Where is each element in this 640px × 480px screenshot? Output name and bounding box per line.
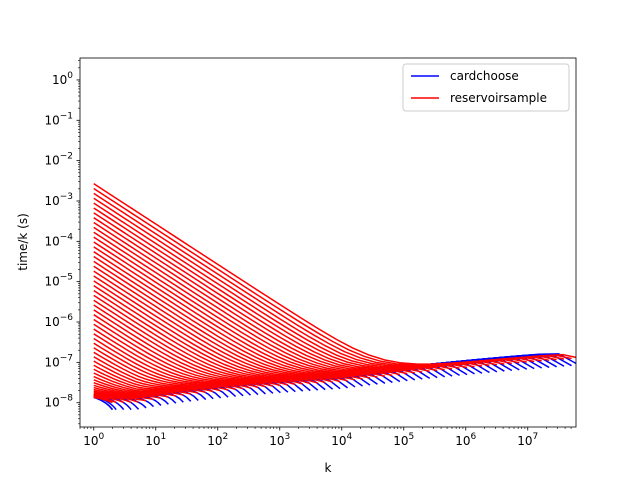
x-tick-label: 100 xyxy=(83,432,104,448)
x-tick-label: 106 xyxy=(455,432,476,448)
legend-label-reservoirsample: reservoirsample xyxy=(450,91,547,105)
y-tick-label: 10−3 xyxy=(44,192,73,208)
x-tick-label: 105 xyxy=(393,432,414,448)
y-tick-label: 10−1 xyxy=(44,111,73,127)
x-tick-label: 101 xyxy=(145,432,166,448)
y-tick-label: 10−7 xyxy=(44,353,73,369)
x-tick-label: 102 xyxy=(207,432,228,448)
plot-lines xyxy=(93,183,576,411)
x-axis: 100 101 102 103 104 105 106 107 xyxy=(79,427,572,448)
y-tick-label: 10−2 xyxy=(44,152,73,168)
y-axis-label: time/k (s) xyxy=(16,213,30,271)
y-tick-label: 100 xyxy=(52,71,73,87)
x-axis-label: k xyxy=(325,461,332,475)
series-group xyxy=(93,183,576,411)
y-tick-label: 10−5 xyxy=(44,273,73,289)
x-tick-label: 104 xyxy=(331,432,352,448)
legend: cardchoose reservoirsample xyxy=(402,63,570,112)
x-tick-label: 107 xyxy=(517,432,538,448)
legend-box xyxy=(402,63,570,112)
y-tick-label: 10−4 xyxy=(44,232,73,248)
reservoirsample-line xyxy=(93,183,576,365)
y-tick-label: 10−8 xyxy=(44,394,73,410)
legend-label-cardchoose: cardchoose xyxy=(450,69,519,83)
y-axis: 10−8 10−7 10−6 10−5 10−4 10−3 10−2 10−1 100 xyxy=(44,60,80,425)
y-tick-label: 10−6 xyxy=(44,313,73,329)
x-tick-label: 103 xyxy=(269,432,290,448)
